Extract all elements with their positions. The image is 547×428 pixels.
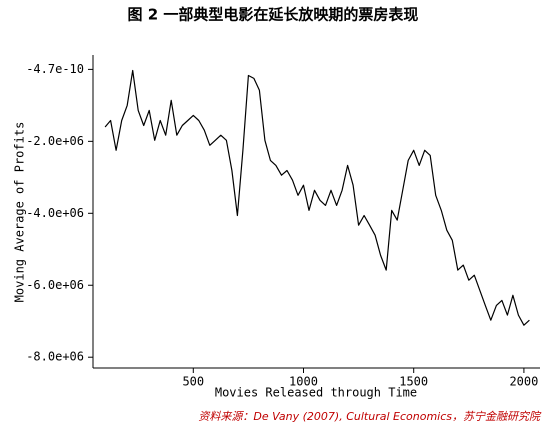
x-tick-label: 1500: [399, 375, 428, 389]
y-axis-label: Moving Average of Profits: [13, 122, 27, 303]
y-tick-label: -6.0e+06: [26, 278, 84, 292]
y-tick-label: -4.7e-10: [26, 62, 84, 76]
y-tick-label: -8.0e+06: [26, 350, 84, 364]
y-tick-label: -4.0e+06: [26, 206, 84, 220]
x-tick-label: 500: [182, 375, 204, 389]
chart-title: 图 2 一部典型电影在延长放映期的票房表现: [128, 6, 419, 24]
x-tick-label: 2000: [509, 375, 538, 389]
source-note: 资料来源：De Vany (2007), Cultural Economics，…: [198, 410, 542, 423]
x-tick-label: 1000: [289, 375, 318, 389]
x-axis-label: Movies Released through Time: [215, 386, 417, 400]
data-line: [104, 69, 530, 326]
y-tick-label: -2.0e+06: [26, 134, 84, 148]
